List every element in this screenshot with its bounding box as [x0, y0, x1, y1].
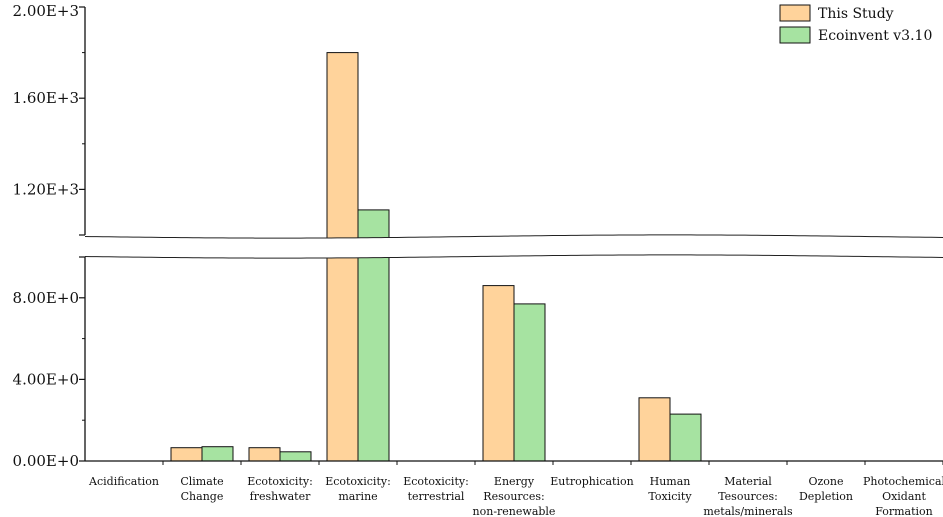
x-tick-label: Energy	[494, 475, 535, 488]
x-tick-label: Tesources:	[718, 490, 778, 503]
axis-break-band	[85, 234, 943, 259]
bar-this-study-5	[482, 285, 515, 462]
bar-ecoinvent-2	[279, 451, 312, 462]
axes	[79, 6, 943, 465]
bar-this-study-2	[248, 447, 281, 462]
y-tick-label: 1.20E+3	[13, 180, 79, 198]
axis-break	[84, 234, 943, 259]
bar-ecoinvent-5	[513, 303, 546, 462]
tick-labels: 0.00E+0 4.00E+0 8.00E+0 1.20E+3 1.60E+3 2.00E…	[13, 2, 943, 517]
x-tick-label: freshwater	[250, 490, 311, 503]
legend-label: Ecoinvent v3.10	[818, 28, 932, 44]
bars-layer	[170, 52, 702, 462]
legend: This Study Ecoinvent v3.10	[779, 4, 932, 44]
legend-label: This Study	[818, 6, 894, 22]
legend-swatch-1	[779, 26, 811, 44]
x-tick-label: Photochemical	[863, 475, 943, 488]
bar-this-study-7	[638, 397, 671, 462]
x-tick-label: non-renewable	[473, 505, 556, 517]
x-tick-label: marine	[338, 490, 377, 503]
y-tick-label: 2.00E+3	[13, 2, 79, 20]
bar-ecoinvent-7	[669, 413, 702, 462]
x-tick-label: Ecotoxicity:	[247, 475, 313, 488]
x-tick-label: Oxidant	[882, 490, 926, 503]
y-tick-label: 8.00E+0	[13, 289, 79, 307]
x-tick-label: Resources:	[483, 490, 544, 503]
bar-ecoinvent-1	[201, 446, 234, 462]
y-tick-label: 4.00E+0	[13, 370, 79, 388]
x-tick-label: Human	[650, 475, 691, 488]
axis-break-line-top	[84, 234, 943, 239]
x-tick-label: Material	[724, 475, 772, 488]
x-tick-label: Change	[181, 490, 224, 503]
y-tick-label: 1.60E+3	[13, 89, 79, 107]
x-tick-label: Toxicity	[648, 490, 692, 503]
x-tick-label: terrestrial	[408, 490, 465, 503]
x-tick-label: Acidification	[88, 475, 159, 488]
x-tick-label: Ecotoxicity:	[403, 475, 469, 488]
axis-break-line-bottom	[84, 254, 943, 259]
x-tick-label: metals/minerals	[703, 505, 793, 517]
x-tick-label: Climate	[180, 475, 223, 488]
legend-swatch-0	[779, 4, 811, 22]
x-tick-label: Depletion	[799, 490, 853, 503]
x-tick-label: Ozone	[808, 475, 843, 488]
bar-this-study-1	[170, 447, 203, 462]
x-tick-label: Formation	[875, 505, 933, 517]
x-tick-label: Eutrophication	[550, 475, 633, 488]
y-tick-label: 0.00E+0	[13, 452, 79, 470]
x-tick-label: Ecotoxicity:	[325, 475, 391, 488]
